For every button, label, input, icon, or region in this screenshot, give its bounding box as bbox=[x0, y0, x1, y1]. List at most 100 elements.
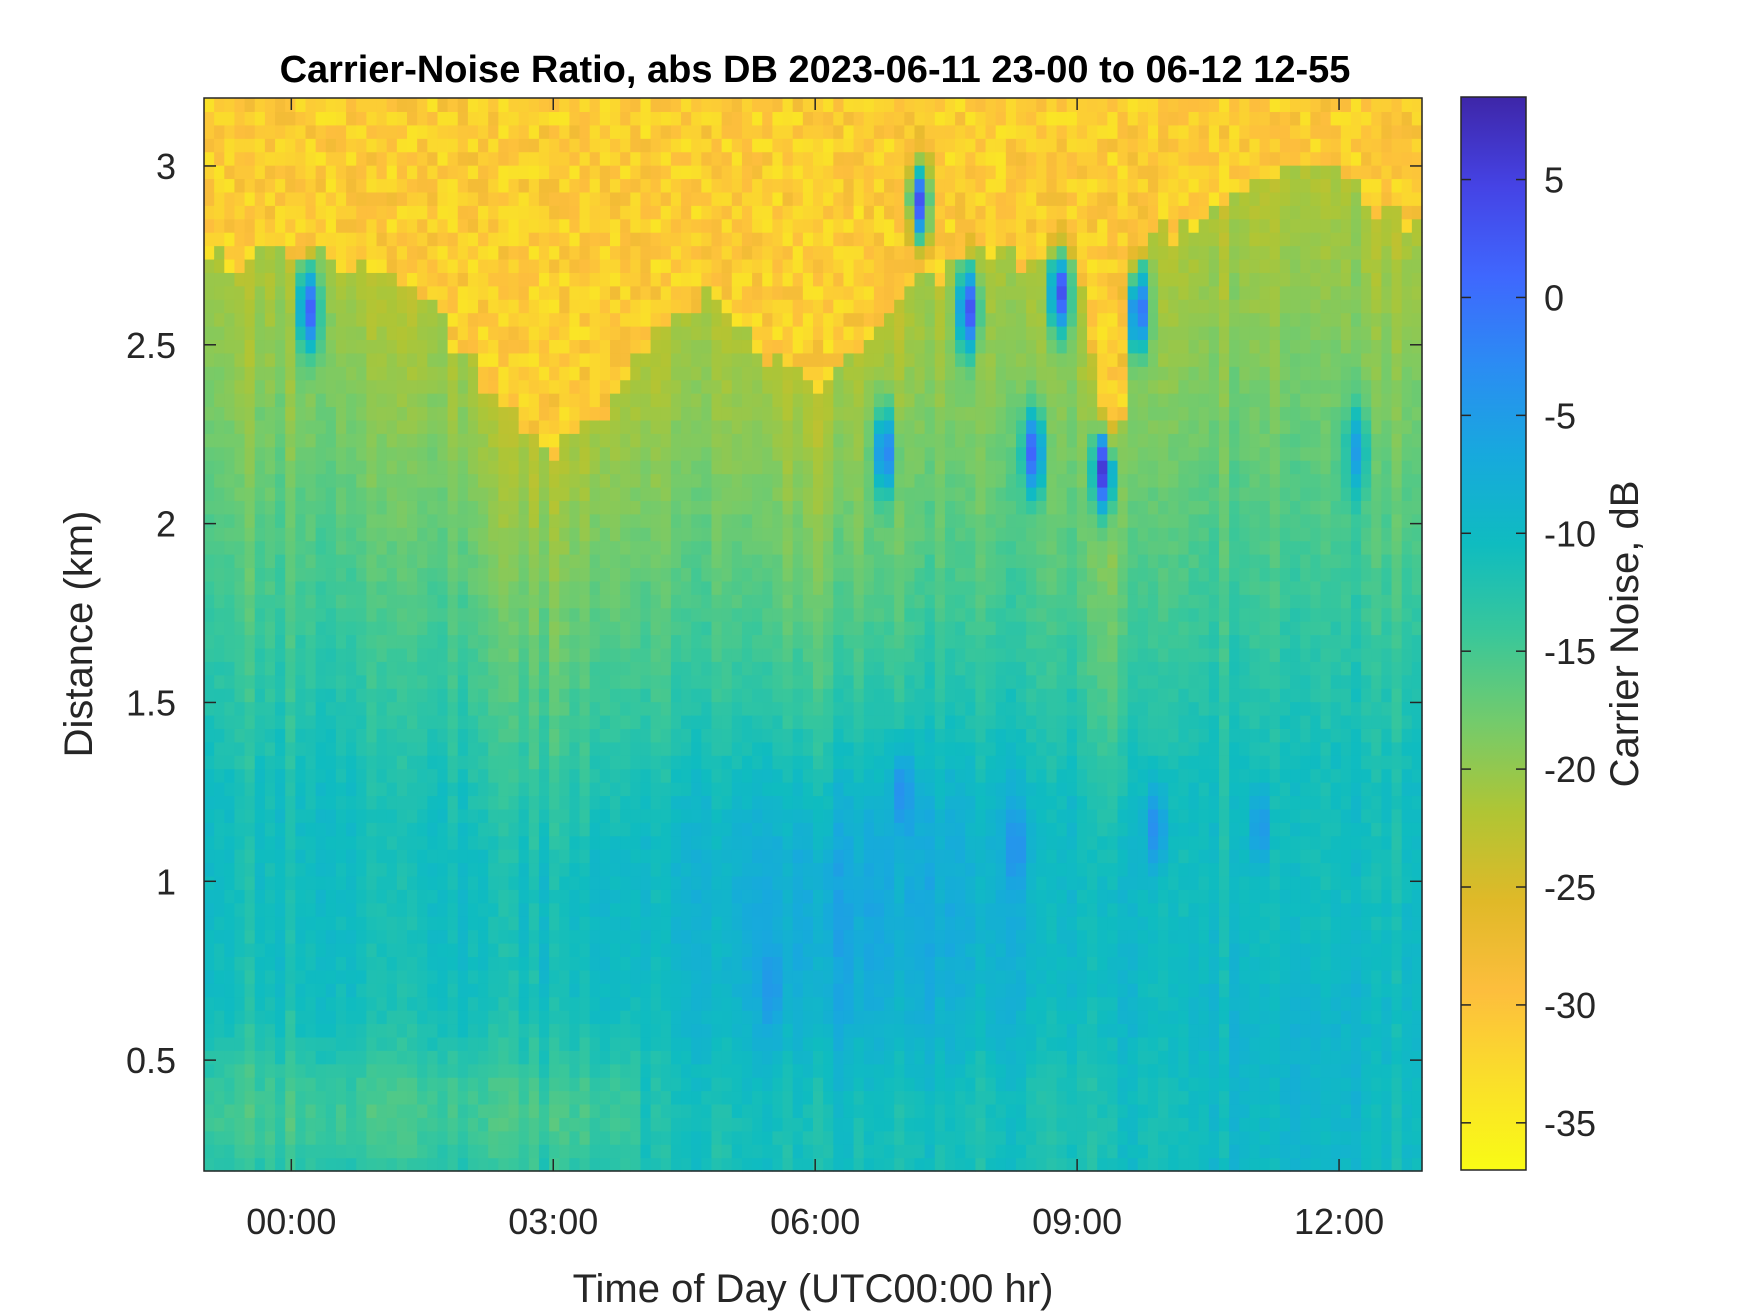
heatmap-cell bbox=[538, 849, 550, 864]
heatmap-cell bbox=[752, 151, 763, 166]
heatmap-cell bbox=[660, 98, 672, 113]
heatmap-cell bbox=[386, 554, 398, 569]
heatmap-cell bbox=[224, 299, 236, 314]
heatmap-cell bbox=[620, 889, 631, 904]
heatmap-cell bbox=[650, 902, 662, 917]
heatmap-cell bbox=[782, 258, 794, 273]
heatmap-cell bbox=[762, 782, 773, 797]
heatmap-cell bbox=[457, 714, 469, 729]
heatmap-cell bbox=[549, 352, 560, 367]
heatmap-cell bbox=[691, 875, 702, 890]
heatmap-cell bbox=[264, 554, 276, 569]
heatmap-cell bbox=[691, 567, 702, 582]
heatmap-cell bbox=[356, 889, 367, 904]
heatmap-cell bbox=[610, 621, 621, 636]
heatmap-cell bbox=[660, 634, 672, 649]
heatmap-cell bbox=[681, 513, 692, 528]
heatmap-cell bbox=[325, 1130, 337, 1145]
heatmap-cell bbox=[366, 1144, 378, 1159]
heatmap-cell bbox=[467, 822, 479, 837]
heatmap-cell bbox=[620, 191, 631, 206]
heatmap-cell bbox=[650, 808, 662, 823]
heatmap-cell bbox=[396, 1144, 408, 1159]
heatmap-cell bbox=[467, 956, 479, 971]
heatmap-cell bbox=[467, 406, 479, 421]
heatmap-cell bbox=[620, 1144, 631, 1159]
heatmap-cell bbox=[335, 540, 347, 555]
heatmap-cell bbox=[224, 1144, 236, 1159]
heatmap-cell bbox=[660, 688, 672, 703]
heatmap-cell bbox=[731, 808, 743, 823]
heatmap-cell bbox=[579, 540, 591, 555]
heatmap-cell bbox=[335, 205, 347, 220]
heatmap-cell bbox=[549, 835, 560, 850]
heatmap-cell bbox=[741, 567, 753, 582]
heatmap-cell bbox=[681, 782, 692, 797]
heatmap-cell bbox=[315, 312, 327, 327]
heatmap-cell bbox=[711, 232, 723, 247]
heatmap-cell bbox=[254, 768, 266, 783]
heatmap-cell bbox=[467, 393, 479, 408]
heatmap-cell bbox=[386, 299, 398, 314]
heatmap-cell bbox=[599, 674, 611, 689]
heatmap-cell bbox=[244, 849, 256, 864]
heatmap-cell bbox=[670, 808, 682, 823]
heatmap-cell bbox=[691, 473, 702, 488]
heatmap-cell bbox=[752, 1157, 763, 1172]
heatmap-cell bbox=[386, 540, 398, 555]
heatmap-cell bbox=[346, 1103, 357, 1118]
heatmap-cell bbox=[457, 205, 469, 220]
heatmap-cell bbox=[244, 956, 256, 971]
heatmap-cell bbox=[366, 205, 378, 220]
heatmap-cell bbox=[315, 272, 327, 287]
heatmap-cell bbox=[305, 151, 317, 166]
heatmap-cell bbox=[599, 205, 611, 220]
heatmap-cell bbox=[407, 124, 418, 139]
heatmap-cell bbox=[711, 580, 723, 595]
heatmap-cell bbox=[701, 674, 713, 689]
heatmap-cell bbox=[650, 111, 662, 126]
heatmap-cell bbox=[315, 714, 327, 729]
heatmap-cell bbox=[549, 902, 560, 917]
heatmap-cell bbox=[610, 956, 621, 971]
heatmap-cell bbox=[650, 634, 662, 649]
heatmap-cell bbox=[772, 352, 784, 367]
heatmap-cell bbox=[376, 205, 388, 220]
heatmap-cell bbox=[244, 473, 256, 488]
heatmap-cell bbox=[417, 741, 428, 756]
heatmap-cell bbox=[559, 875, 570, 890]
heatmap-cell bbox=[741, 741, 753, 756]
heatmap-cell bbox=[640, 326, 652, 341]
heatmap-cell bbox=[762, 862, 773, 877]
heatmap-cell bbox=[224, 929, 236, 944]
heatmap-cell bbox=[802, 942, 814, 957]
heatmap-cell bbox=[264, 594, 276, 609]
heatmap-cell bbox=[498, 393, 510, 408]
heatmap-cell bbox=[620, 218, 631, 233]
heatmap-cell bbox=[417, 661, 428, 676]
heatmap-cell bbox=[224, 942, 236, 957]
heatmap-cell bbox=[417, 688, 428, 703]
heatmap-cell bbox=[711, 862, 723, 877]
heatmap-cell bbox=[346, 674, 357, 689]
heatmap-cell bbox=[478, 1130, 489, 1145]
heatmap-cell bbox=[224, 486, 236, 501]
heatmap-cell bbox=[670, 1036, 682, 1051]
heatmap-cell bbox=[762, 500, 773, 515]
heatmap-cell bbox=[498, 835, 510, 850]
heatmap-cell bbox=[670, 540, 682, 555]
heatmap-cell bbox=[437, 969, 449, 984]
heatmap-cell bbox=[366, 701, 378, 716]
heatmap-cell bbox=[478, 996, 489, 1011]
heatmap-cell bbox=[569, 1050, 581, 1065]
heatmap-cell bbox=[741, 647, 753, 662]
heatmap-cell bbox=[701, 714, 713, 729]
heatmap-cell bbox=[701, 1090, 713, 1105]
heatmap-cell bbox=[833, 1103, 845, 1118]
heatmap-cell bbox=[224, 433, 236, 448]
chart-title: Carrier-Noise Ratio, abs DB 2023-06-11 2… bbox=[280, 49, 1351, 91]
heatmap-cell bbox=[285, 500, 296, 515]
heatmap-cell bbox=[366, 151, 378, 166]
heatmap-cell bbox=[772, 782, 784, 797]
heatmap-cell bbox=[640, 1144, 652, 1159]
